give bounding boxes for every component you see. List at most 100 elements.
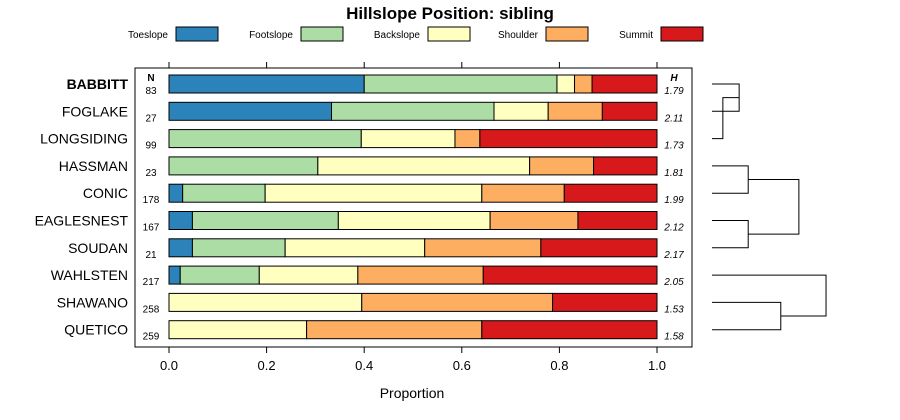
category-label-conic: CONIC [83,185,128,201]
bar-longsiding-backslope [360,129,456,149]
x-tick-label: 0.8 [550,358,568,373]
h-label-babbitt: 1.79 [664,86,684,97]
bar-foglake-footslope [331,101,495,121]
x-tick-label: 0.6 [453,358,471,373]
legend-swatch-backslope [427,26,471,42]
category-label-hassman: HASSMAN [59,158,128,174]
n-label-soudan: 21 [145,250,157,261]
bar-quetico-shoulder [306,320,483,340]
bar-eaglesnest-toeslope [168,211,193,230]
chart-title: Hillslope Position: sibling [346,4,554,23]
h-label-longsiding: 1.73 [664,141,684,152]
category-label-quetico: QUETICO [64,322,128,338]
legend-label-shoulder: Shoulder [498,30,539,41]
h-column-header: H [670,73,678,84]
bar-conic-shoulder [481,183,565,203]
category-labels: BABBITT FOGLAKE LONGSIDING HASSMAN CONIC EAGL… [35,76,129,338]
bar-babbitt-summit [591,74,658,94]
dendrogram-link [712,301,782,331]
dendrogram-link [712,97,740,140]
n-labels: 83 27 99 23 178 167 21 217 258 259 [143,86,160,343]
bar-conic-footslope [182,183,266,203]
n-label-eaglesnest: 167 [143,223,160,234]
n-label-foglake: 27 [145,113,157,124]
x-tick-label: 0.2 [258,358,276,373]
h-label-soudan: 2.17 [663,250,684,261]
bar-wahlsten-footslope [179,265,260,285]
h-label-quetico: 1.58 [664,332,684,343]
bar-longsiding-shoulder [454,129,481,149]
category-label-shawano: SHAWANO [57,294,128,310]
bar-conic-toeslope [168,183,184,203]
bar-eaglesnest-backslope [337,211,491,230]
n-label-longsiding: 99 [145,141,157,152]
category-label-eaglesnest: EAGLESNEST [35,213,129,229]
x-tick-label: 0.4 [355,358,373,373]
dendrogram [712,83,827,331]
bar-shawano-summit [552,292,658,312]
x-axis: 0.0 0.2 0.4 0.6 0.8 1.0 [160,62,666,373]
x-axis-title: Proportion [380,385,445,401]
bar-soudan-summit [540,238,658,258]
bar-shawano-shoulder [361,292,554,312]
bars-layer [168,74,658,340]
n-label-conic: 178 [143,195,160,206]
dendrogram-link [748,179,800,235]
x-tick-label: 1.0 [648,358,666,373]
n-label-hassman: 23 [145,168,157,179]
bar-soudan-shoulder [424,238,542,258]
bar-hassman-backslope [317,156,531,176]
category-label-babbitt: BABBITT [67,76,129,92]
bar-foglake-shoulder [547,101,603,121]
category-label-wahlsten: WAHLSTEN [51,267,128,283]
h-labels: 1.79 2.11 1.73 1.81 1.99 2.12 2.17 2.05 1.53 1.58 [663,86,684,343]
legend-swatch-footslope [300,26,344,42]
bar-conic-backslope [264,183,483,203]
bar-wahlsten-toeslope [168,265,181,285]
bar-foglake-backslope [493,101,549,121]
bar-quetico-backslope [168,320,308,340]
h-label-conic: 1.99 [664,195,684,206]
h-label-hassman: 1.81 [664,168,683,179]
h-label-foglake: 2.11 [664,113,684,124]
bar-soudan-footslope [191,238,286,258]
n-label-quetico: 259 [143,332,160,343]
bar-eaglesnest-summit [577,211,658,230]
category-label-soudan: SOUDAN [68,240,128,256]
legend-swatch-summit [660,26,704,42]
legend-swatch-shoulder [545,26,589,42]
bar-foglake-summit [601,101,658,121]
category-label-longsiding: LONGSIDING [40,131,128,147]
n-label-babbitt: 83 [145,86,157,97]
h-label-eaglesnest: 2.12 [663,223,684,234]
bar-soudan-backslope [284,238,426,258]
bar-longsiding-summit [479,129,658,149]
bar-babbitt-footslope [363,74,558,94]
x-tick-label: 0.0 [160,358,178,373]
legend-label-backslope: Backslope [374,30,421,41]
n-column-header: N [147,73,154,84]
bar-conic-summit [563,183,658,203]
bar-wahlsten-summit [482,265,658,285]
legend: Toeslope Footslope Backslope Shoulder Summit [128,26,704,42]
bar-hassman-footslope [168,156,319,176]
bar-soudan-toeslope [168,238,193,258]
h-label-wahlsten: 2.05 [663,277,684,288]
legend-label-summit: Summit [619,30,653,41]
bar-babbitt-shoulder [574,74,593,94]
dendrogram-link [712,165,749,194]
legend-swatch-toeslope [175,26,219,42]
bar-eaglesnest-shoulder [489,211,579,230]
h-label-shawano: 1.53 [664,304,684,315]
n-label-shawano: 258 [143,304,160,315]
category-label-foglake: FOGLAKE [62,103,128,119]
legend-label-footslope: Footslope [249,30,293,41]
legend-label-toeslope: Toeslope [128,30,168,41]
bar-babbitt-toeslope [168,74,365,94]
bar-babbitt-backslope [556,74,576,94]
bar-quetico-summit [481,320,658,340]
bar-longsiding-footslope [168,129,362,149]
bar-wahlsten-backslope [258,265,359,285]
bar-foglake-toeslope [168,101,333,121]
